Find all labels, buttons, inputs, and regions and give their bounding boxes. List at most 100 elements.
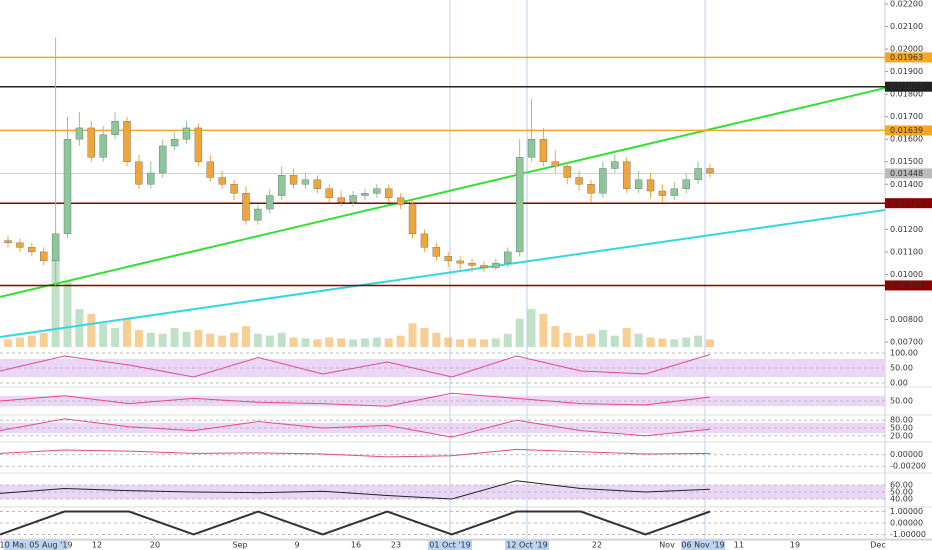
level-label-bg [885,52,932,63]
indicator-line [0,418,711,438]
candle-body [563,166,571,178]
level-label: 0.01316 [890,199,923,208]
volume-bar [587,333,596,347]
y-tick-label: 0.01700 [890,112,923,121]
trendline [0,87,886,298]
candle-body [206,161,214,178]
volume-bar [694,335,703,347]
volume-bar [610,335,619,347]
x-tick-label: Nov [659,541,675,550]
panel-band [0,359,885,377]
candle-body [468,262,476,266]
volume-bar [456,339,465,347]
level-label: 0.01448 [890,169,923,178]
y-tick-label: 0.00700 [890,338,923,347]
candle-body [289,175,298,185]
volume-bar [634,333,643,347]
x-label-highlight [428,540,472,550]
volume-bar [575,335,584,347]
volume-bar [325,337,334,347]
volume-bar [491,338,500,347]
y-tick-label: 0.01600 [890,135,923,144]
volume-bar [87,313,96,347]
level-label: 0.01833 [890,82,923,91]
volume-bar [360,338,369,347]
volume-bar [63,280,72,347]
panel-tick-label: 20.00 [890,431,913,440]
volume-bar [408,323,417,347]
level-label-bg [885,280,932,291]
candle-body [420,233,429,248]
x-label-highlight [4,540,68,550]
panel-tick-label: 100.00 [890,349,918,358]
volume-bar [4,339,12,347]
x-tick-label: 19 [790,541,800,550]
panel-band [0,395,885,407]
volume-bar [468,338,477,347]
candle-body [277,175,286,196]
volume-bar [646,337,655,347]
y-tick-label: 0.01800 [890,90,923,99]
y-tick-label: 0.01900 [890,67,923,76]
indicator-line [0,448,711,458]
candle-body [87,127,95,158]
panel-tick-label: 50.00 [890,424,913,433]
x-tick-label: 12 [92,541,102,550]
x-tick-label: 9 [294,541,299,550]
x-tick-label: Dec [870,541,885,550]
volume-bar [670,339,679,347]
volume-bar [598,329,607,347]
panel-tick-label: 60.00 [890,481,913,490]
candle-body [337,197,345,203]
volume-bar [658,338,667,347]
volume-bar [230,332,239,347]
candle-body [432,247,441,257]
volume-bar [622,328,631,347]
panel-tick-label: 50.00 [890,488,913,497]
volume-bar [301,338,310,347]
volume-bar [51,257,60,347]
candle-body [218,177,226,185]
volume-bar [313,339,322,347]
level-label: 0.01639 [890,126,923,135]
candle-body [646,179,655,192]
panel-tick-label: 50.00 [890,364,913,373]
candle-body [349,195,357,203]
candle-body [575,177,583,185]
volume-bar [503,333,512,347]
volume-bar [27,335,36,347]
candle-body [242,193,250,221]
x-label-highlight [681,540,725,550]
candle-body [456,260,464,264]
y-tick-label: 0.01200 [890,225,923,234]
level-label: 0.01963 [890,53,923,62]
candle-body [111,120,119,135]
volume-bar [253,333,262,347]
candle-body [39,251,48,262]
panel-tick-label: -0.00200 [890,462,926,471]
volume-bar [420,328,429,347]
y-tick-label: 0.02200 [890,0,923,9]
candle-body [99,134,107,158]
candle-body [16,242,24,248]
candle-body [28,247,36,253]
level-label-bg [885,168,932,179]
volume-bar [515,318,524,347]
volume-bar [75,309,84,347]
candle-body [4,240,12,244]
y-tick-label: 0.01400 [890,180,923,189]
level-label: 0.00951 [890,281,923,290]
panel-tick-label: 40.00 [890,495,913,504]
volume-bar [122,318,131,347]
candle-body [313,179,322,189]
volume-bar [349,339,358,347]
x-tick-label: 01 Oct '19 [429,541,470,550]
volume-bar [206,333,215,347]
volume-bar [479,339,488,347]
level-label-bg [885,81,932,92]
volume-bar [158,333,167,347]
candle-body [611,161,619,169]
y-tick-label: 0.01000 [890,270,923,279]
